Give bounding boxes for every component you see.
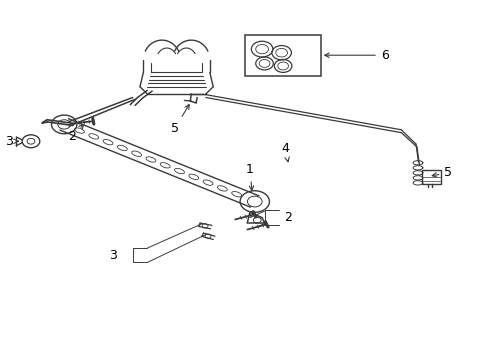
Text: 1: 1 xyxy=(246,163,254,190)
Text: 2: 2 xyxy=(69,125,83,144)
Text: 5: 5 xyxy=(432,166,452,179)
Bar xyxy=(422,170,441,184)
Text: 6: 6 xyxy=(325,49,389,62)
Text: 5: 5 xyxy=(171,104,189,135)
Text: 3: 3 xyxy=(109,249,117,262)
Text: 4: 4 xyxy=(281,142,289,162)
Bar xyxy=(245,35,321,76)
Text: 2: 2 xyxy=(284,211,292,224)
Text: 3: 3 xyxy=(5,135,19,148)
